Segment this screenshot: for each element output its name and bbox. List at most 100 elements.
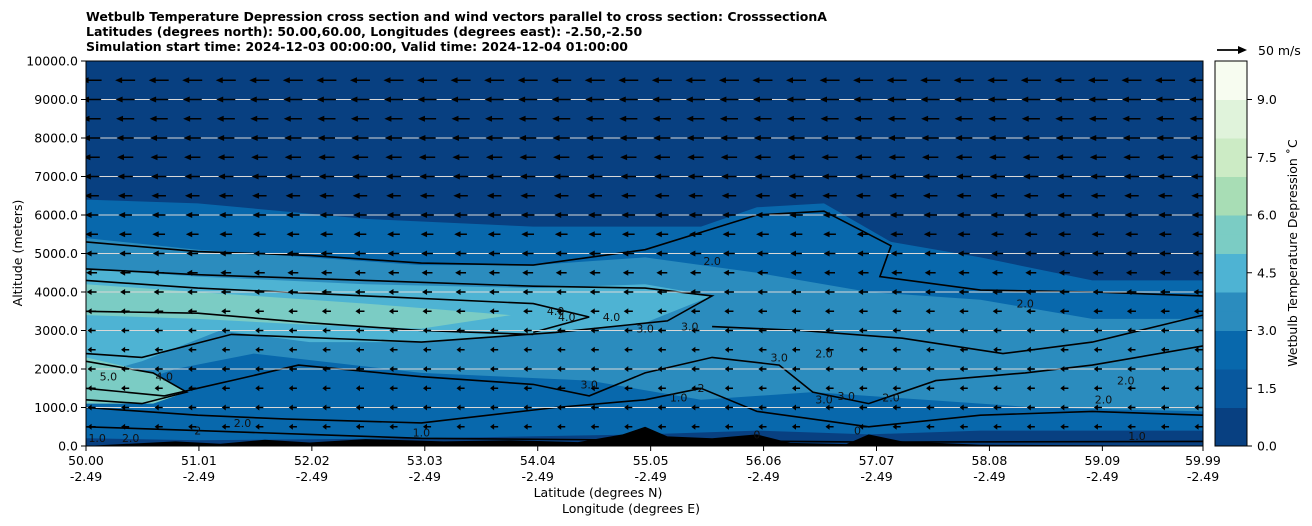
wind-vector: [87, 308, 97, 315]
arrow-left-icon: [288, 366, 293, 372]
wind-vector: [554, 212, 569, 218]
wind-vector: [553, 192, 569, 199]
wind-vector: [151, 192, 166, 199]
wind-vector: [993, 366, 1002, 372]
wind-vector: [484, 77, 505, 84]
wind-vector: [1093, 385, 1102, 392]
arrow-left-icon: [757, 269, 763, 276]
arrow-left-icon: [456, 327, 461, 334]
arrow-left-icon: [926, 404, 931, 411]
arrow-left-icon: [488, 250, 495, 257]
wind-vector: [389, 366, 398, 372]
x-tick-lon-10: -2.49: [1187, 469, 1219, 484]
wind-vector: [452, 154, 469, 161]
arrow-left-icon: [1189, 135, 1197, 141]
arrow-left-icon: [385, 173, 393, 180]
wind-vector: [523, 346, 532, 353]
arrow-left-icon: [255, 404, 260, 411]
arrow-left-icon: [422, 327, 428, 334]
arrow-left-icon: [624, 327, 629, 334]
arrow-left-icon: [1126, 308, 1132, 315]
arrow-left-icon: [418, 135, 426, 141]
arrow-left-icon: [589, 269, 595, 276]
wind-vector: [221, 327, 230, 334]
arrow-left-icon: [1194, 346, 1199, 353]
arrow-left-icon: [991, 269, 998, 276]
arrow-left-icon: [1055, 115, 1063, 122]
wind-vector: [926, 327, 935, 334]
y-axis-label: Altitude (meters): [10, 200, 25, 307]
wind-vector: [517, 77, 538, 84]
wind-vector: [86, 212, 99, 218]
arrow-left-icon: [221, 308, 226, 315]
wind-vector: [655, 212, 669, 218]
wind-vector: [417, 115, 437, 122]
colorbar-band-16: [1215, 118, 1247, 139]
arrow-left-icon: [417, 77, 425, 84]
arrow-left-icon: [1058, 250, 1065, 257]
arrow-left-icon: [485, 135, 493, 141]
arrow-left-icon: [685, 96, 693, 103]
wind-vector: [791, 327, 801, 334]
wind-vector: [1127, 327, 1136, 334]
wind-vector: [892, 327, 901, 334]
x-axis-label-latitude: Latitude (degrees N): [534, 485, 663, 500]
wind-vector: [1093, 308, 1103, 315]
arrow-left-icon: [152, 250, 159, 257]
arrow-left-icon: [153, 269, 159, 276]
arrow-left-icon: [1091, 231, 1098, 238]
arrow-left-icon: [322, 423, 327, 430]
wind-vector: [624, 366, 633, 372]
wind-vector: [283, 115, 302, 122]
arrow-left-icon: [892, 327, 897, 334]
wind-vector: [989, 154, 1006, 161]
wind-vector: [188, 404, 197, 411]
arrow-left-icon: [824, 289, 830, 295]
wind-vector: [588, 250, 601, 257]
arrow-left-icon: [116, 115, 124, 122]
arrow-left-icon: [520, 192, 528, 199]
wind-vector: [959, 366, 968, 372]
arrow-left-icon: [350, 115, 358, 122]
colorbar-band-9: [1215, 253, 1247, 274]
wind-vector: [1127, 385, 1136, 392]
wind-vector: [217, 154, 234, 161]
arrow-left-icon: [154, 423, 159, 430]
wind-vector: [251, 173, 268, 180]
wind-vector: [756, 231, 769, 238]
arrow-left-icon: [956, 212, 964, 218]
arrow-left-icon: [517, 77, 525, 84]
arrow-left-icon: [1059, 289, 1065, 295]
wind-vector: [892, 385, 901, 392]
arrow-left-icon: [253, 269, 260, 276]
arrow-left-icon: [825, 327, 830, 334]
arrow-left-icon: [1125, 250, 1132, 257]
wind-vector: [987, 77, 1008, 84]
arrow-left-icon: [858, 308, 864, 315]
arrow-left-icon: [791, 346, 797, 353]
arrow-left-icon: [1060, 327, 1065, 334]
wind-vector: [422, 346, 432, 353]
arrow-left-icon: [724, 366, 729, 372]
wind-vector: [523, 404, 532, 411]
wind-vector: [87, 366, 96, 372]
wind-vector: [520, 192, 535, 199]
colorbar-tick-label-6: 9.0: [1257, 92, 1277, 107]
arrow-left-icon: [1022, 135, 1030, 141]
wind-vector: [389, 404, 398, 411]
wind-vector: [421, 250, 433, 257]
wind-vector: [319, 192, 334, 199]
wind-vector: [119, 250, 132, 257]
wind-vector: [1188, 77, 1203, 84]
wind-vector: [1155, 115, 1175, 122]
wind-vector: [825, 423, 834, 430]
arrow-left-icon: [185, 231, 193, 238]
wind-vector: [87, 346, 96, 353]
arrow-left-icon: [283, 96, 291, 103]
arrow-left-icon: [887, 96, 895, 103]
colorbar-band-5: [1215, 330, 1247, 351]
wind-vector: [1060, 423, 1069, 430]
arrow-left-icon: [821, 154, 829, 161]
arrow-left-icon: [490, 346, 495, 353]
arrow-left-icon: [1126, 289, 1132, 295]
